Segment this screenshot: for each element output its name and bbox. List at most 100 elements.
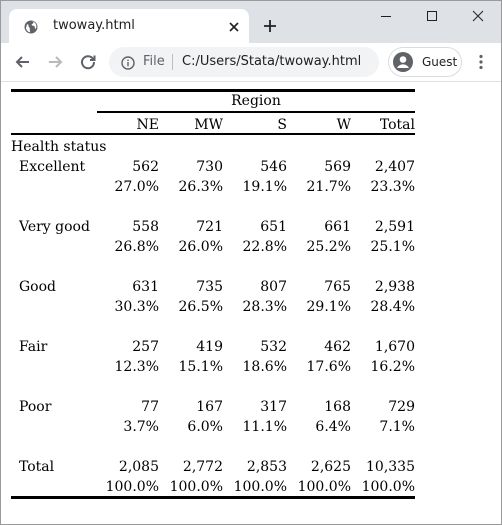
percent-cell: 25.2% <box>306 239 351 255</box>
count-cell: 257 <box>132 339 159 355</box>
percent-cell: 3.7% <box>123 419 159 435</box>
column-header-ne: NE <box>136 117 159 133</box>
avatar-icon <box>393 52 413 72</box>
column-header-w: W <box>336 117 351 133</box>
back-icon[interactable] <box>13 52 33 72</box>
count-cell: 546 <box>260 159 287 175</box>
count-cell: 729 <box>388 399 415 415</box>
count-cell: 661 <box>324 219 351 235</box>
count-cell: 77 <box>141 399 159 415</box>
info-icon[interactable] <box>121 55 135 70</box>
count-cell: 317 <box>260 399 287 415</box>
count-cell: 807 <box>260 279 287 295</box>
column-header-mw: MW <box>194 117 223 133</box>
window-close-icon[interactable] <box>455 1 501 31</box>
count-cell: 10,335 <box>366 459 415 475</box>
profile-button[interactable]: Guest <box>388 47 462 77</box>
percent-cell: 6.0% <box>187 419 223 435</box>
globe-icon <box>24 19 38 34</box>
percent-cell: 7.1% <box>379 419 415 435</box>
count-cell: 562 <box>132 159 159 175</box>
tab-title: twoway.html <box>53 18 135 33</box>
row-label: Total <box>19 459 55 475</box>
percent-cell: 12.3% <box>114 359 159 375</box>
percent-cell: 22.8% <box>242 239 287 255</box>
count-cell: 651 <box>260 219 287 235</box>
percent-cell: 11.1% <box>242 419 287 435</box>
row-label: Poor <box>19 399 52 415</box>
count-cell: 419 <box>196 339 223 355</box>
row-label: Very good <box>19 219 90 235</box>
scheme-label: File <box>143 54 165 69</box>
tab-strip: twoway.html <box>1 1 501 43</box>
omnibox-divider <box>172 54 173 70</box>
percent-cell: 27.0% <box>114 179 159 195</box>
percent-cell: 100.0% <box>105 479 159 495</box>
percent-cell: 26.0% <box>178 239 223 255</box>
count-cell: 167 <box>196 399 223 415</box>
count-cell: 1,670 <box>374 339 415 355</box>
percent-cell: 30.3% <box>114 299 159 315</box>
count-cell: 462 <box>324 339 351 355</box>
percent-cell: 100.0% <box>361 479 415 495</box>
count-cell: 558 <box>132 219 159 235</box>
percent-cell: 26.3% <box>178 179 223 195</box>
count-cell: 2,938 <box>374 279 415 295</box>
percent-cell: 26.5% <box>178 299 223 315</box>
row-label: Fair <box>19 339 48 355</box>
percent-cell: 16.2% <box>370 359 415 375</box>
table-top-rule <box>11 89 415 92</box>
percent-cell: 25.1% <box>370 239 415 255</box>
count-cell: 2,625 <box>310 459 351 475</box>
reload-icon[interactable] <box>78 52 98 72</box>
percent-cell: 26.8% <box>114 239 159 255</box>
page-content: Region Health status NE MW S W Total Excellen… <box>1 82 501 524</box>
percent-cell: 23.3% <box>370 179 415 195</box>
browser-tab[interactable]: twoway.html <box>9 9 249 43</box>
count-cell: 532 <box>260 339 287 355</box>
percent-cell: 29.1% <box>306 299 351 315</box>
url-text[interactable]: C:/Users/Stata/twoway.html <box>182 54 362 69</box>
toolbar: File C:/Users/Stata/twoway.html Guest <box>1 43 501 82</box>
percent-cell: 21.7% <box>306 179 351 195</box>
count-cell: 2,407 <box>374 159 415 175</box>
maximize-icon[interactable] <box>409 1 455 31</box>
percent-cell: 100.0% <box>297 479 351 495</box>
plus-icon[interactable] <box>262 18 278 34</box>
count-cell: 2,772 <box>182 459 223 475</box>
kebab-menu-icon[interactable] <box>471 52 491 72</box>
count-cell: 631 <box>132 279 159 295</box>
count-cell: 168 <box>324 399 351 415</box>
forward-icon[interactable] <box>45 52 65 72</box>
header-rule <box>11 133 415 135</box>
count-cell: 735 <box>196 279 223 295</box>
count-cell: 721 <box>196 219 223 235</box>
count-cell: 730 <box>196 159 223 175</box>
percent-cell: 18.6% <box>242 359 287 375</box>
percent-cell: 19.1% <box>242 179 287 195</box>
percent-cell: 28.3% <box>242 299 287 315</box>
percent-cell: 6.4% <box>315 419 351 435</box>
count-cell: 2,085 <box>118 459 159 475</box>
count-cell: 569 <box>324 159 351 175</box>
spanner-label: Region <box>231 93 281 109</box>
percent-cell: 100.0% <box>233 479 287 495</box>
table-bottom-rule <box>11 496 415 499</box>
percent-cell: 100.0% <box>169 479 223 495</box>
column-header-total: Total <box>379 117 415 133</box>
profile-label: Guest <box>422 55 458 69</box>
percent-cell: 15.1% <box>178 359 223 375</box>
count-cell: 2,591 <box>374 219 415 235</box>
address-bar[interactable]: File C:/Users/Stata/twoway.html <box>109 47 379 77</box>
column-header-s: S <box>277 117 287 133</box>
percent-cell: 17.6% <box>306 359 351 375</box>
count-cell: 2,853 <box>246 459 287 475</box>
close-icon[interactable] <box>227 19 241 33</box>
row-label: Good <box>19 279 57 295</box>
row-header: Health status <box>11 139 107 155</box>
percent-cell: 28.4% <box>370 299 415 315</box>
spanner-rule <box>97 111 415 113</box>
count-cell: 765 <box>324 279 351 295</box>
minimize-icon[interactable] <box>363 1 409 31</box>
